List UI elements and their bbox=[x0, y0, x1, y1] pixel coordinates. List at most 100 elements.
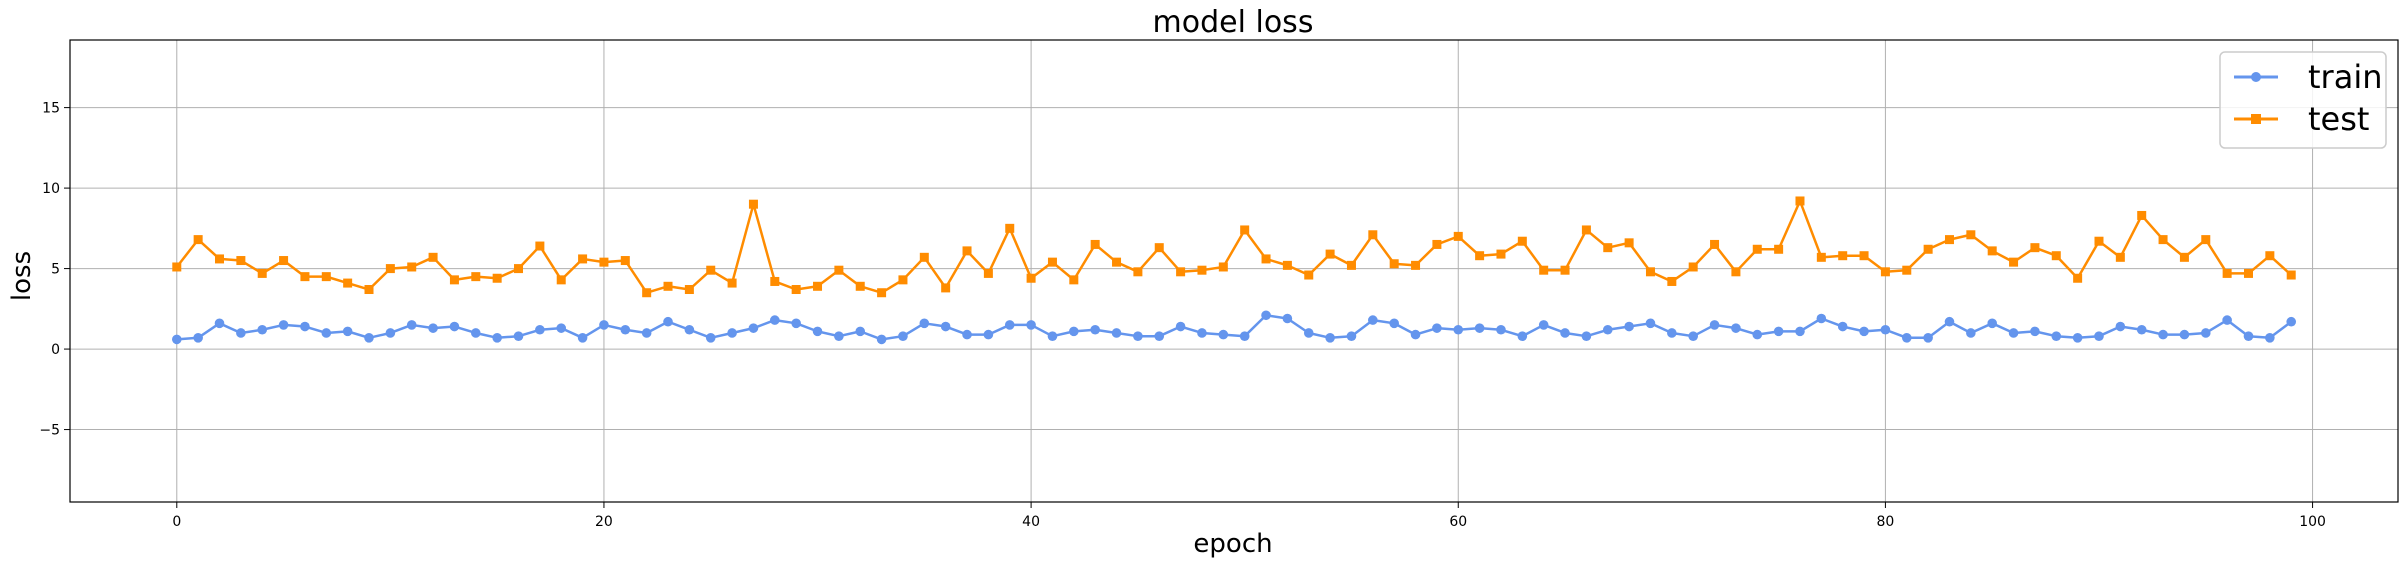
x-tick-label: 40 bbox=[1022, 514, 1040, 530]
data-point-train bbox=[620, 324, 631, 335]
data-point-test bbox=[1816, 252, 1826, 262]
data-point-train bbox=[342, 326, 353, 337]
data-point-test bbox=[2286, 270, 2296, 280]
y-tick-label: 15 bbox=[42, 101, 60, 117]
data-point-test bbox=[599, 257, 609, 267]
data-point-test bbox=[385, 264, 395, 274]
data-point-train bbox=[1175, 321, 1186, 332]
data-point-train bbox=[1090, 324, 1100, 335]
data-point-test bbox=[1005, 223, 1015, 233]
x-tick-label: 20 bbox=[595, 514, 613, 530]
legend-test-marker bbox=[2251, 114, 2261, 124]
data-point-train bbox=[1645, 318, 1656, 329]
data-point-train bbox=[193, 333, 203, 343]
data-point-test bbox=[1133, 267, 1143, 277]
data-point-test bbox=[1859, 251, 1869, 261]
data-point-test bbox=[535, 241, 545, 251]
chart-title: model loss bbox=[1153, 5, 1314, 40]
data-point-test bbox=[1966, 230, 1976, 240]
data-point-test bbox=[1496, 249, 1506, 259]
data-point-test bbox=[449, 275, 459, 285]
data-point-test bbox=[1667, 276, 1677, 286]
data-point-test bbox=[834, 265, 844, 275]
data-point-train bbox=[2051, 331, 2062, 341]
data-point-test bbox=[748, 199, 758, 209]
data-point-test bbox=[1112, 257, 1122, 267]
data-point-train bbox=[2286, 316, 2297, 327]
data-point-train bbox=[1133, 331, 1143, 341]
data-point-test bbox=[2115, 252, 2125, 262]
data-point-test bbox=[1475, 251, 1485, 261]
data-point-test bbox=[2243, 268, 2253, 278]
y-tick-label: −5 bbox=[39, 423, 60, 439]
data-point-train bbox=[1624, 321, 1634, 332]
data-point-train bbox=[1368, 315, 1378, 325]
legend-train-label: train bbox=[2308, 58, 2382, 96]
data-point-train bbox=[1944, 316, 1955, 327]
data-point-test bbox=[2073, 273, 2083, 283]
data-point-test bbox=[1069, 275, 1079, 285]
data-point-train bbox=[2008, 328, 2019, 338]
data-point-test bbox=[770, 276, 780, 286]
data-point-train bbox=[278, 320, 289, 330]
data-point-train bbox=[1816, 313, 1827, 324]
data-point-test bbox=[428, 252, 438, 262]
data-point-test bbox=[407, 262, 417, 272]
data-point-test bbox=[813, 281, 823, 291]
data-point-test bbox=[919, 252, 929, 262]
data-point-test bbox=[1325, 249, 1335, 259]
data-point-test bbox=[1731, 267, 1741, 277]
data-point-train bbox=[470, 328, 481, 338]
data-point-train bbox=[1795, 326, 1805, 337]
data-point-test bbox=[279, 256, 289, 266]
data-point-train bbox=[1987, 318, 1998, 329]
data-point-train bbox=[2072, 333, 2083, 343]
data-point-test bbox=[236, 256, 246, 266]
data-point-test bbox=[2030, 243, 2040, 253]
data-point-test bbox=[620, 256, 630, 266]
data-point-test bbox=[1517, 236, 1527, 246]
data-point-train bbox=[1389, 318, 1399, 329]
data-point-test bbox=[1346, 260, 1356, 270]
data-point-train bbox=[705, 333, 716, 343]
data-point-train bbox=[1923, 333, 1933, 343]
data-point-train bbox=[2200, 328, 2211, 338]
data-point-train bbox=[321, 328, 332, 338]
data-point-test bbox=[791, 285, 801, 295]
data-point-train bbox=[812, 326, 823, 337]
data-point-train bbox=[1901, 333, 1912, 343]
data-point-test bbox=[663, 281, 673, 291]
data-point-test bbox=[877, 288, 887, 298]
data-point-train bbox=[1154, 331, 1165, 341]
data-point-test bbox=[962, 246, 972, 256]
data-point-train bbox=[983, 329, 994, 340]
data-point-test bbox=[257, 268, 267, 278]
data-point-test bbox=[2222, 268, 2232, 278]
data-point-train bbox=[492, 333, 502, 343]
data-point-train bbox=[2136, 324, 2147, 335]
data-point-train bbox=[940, 321, 951, 332]
data-point-train bbox=[1709, 320, 1720, 330]
data-point-train bbox=[641, 328, 652, 338]
data-point-test bbox=[642, 288, 652, 298]
data-point-train bbox=[1773, 326, 1784, 337]
data-point-train bbox=[791, 318, 801, 329]
data-point-test bbox=[364, 285, 374, 295]
data-point-test bbox=[556, 275, 566, 285]
series-layer bbox=[171, 196, 2297, 345]
data-point-test bbox=[1987, 246, 1997, 256]
data-point-train bbox=[1496, 324, 1506, 335]
data-point-train bbox=[428, 323, 438, 333]
ticks: 0 20 40 60 80 100 −5 0 5 10 15 bbox=[39, 101, 2326, 530]
data-point-train bbox=[1880, 324, 1891, 335]
data-point-test bbox=[1838, 251, 1848, 261]
data-point-test bbox=[1047, 257, 1057, 267]
x-axis-label: epoch bbox=[1193, 529, 1272, 559]
data-point-train bbox=[876, 334, 887, 345]
data-point-train bbox=[2265, 333, 2275, 343]
data-point-train bbox=[556, 323, 567, 333]
data-point-test bbox=[172, 262, 182, 272]
x-tick-label: 80 bbox=[1876, 514, 1894, 530]
data-point-test bbox=[321, 272, 331, 282]
